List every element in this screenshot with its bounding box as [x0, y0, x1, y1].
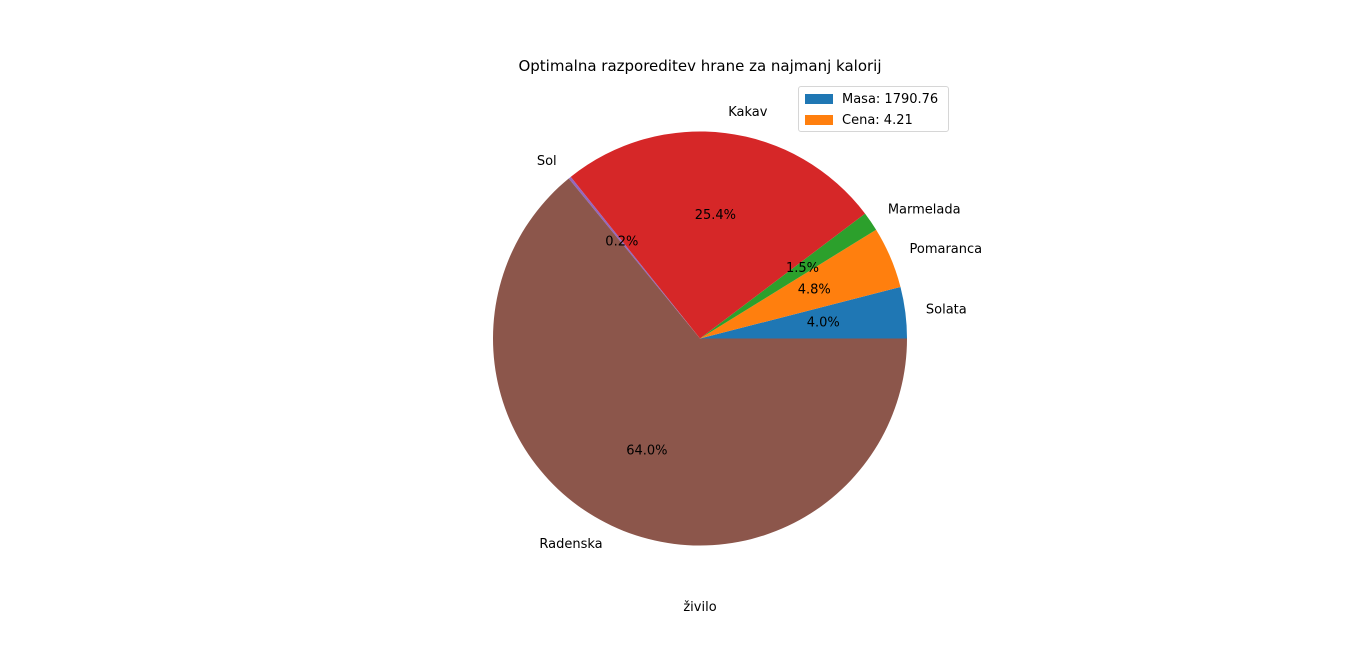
legend-entry-masa: Masa: 1790.76: [805, 91, 938, 107]
legend-swatch: [805, 115, 833, 125]
pie-pct-label: 1.5%: [786, 261, 819, 276]
pie-pct-label: 25.4%: [695, 208, 736, 223]
legend: Masa: 1790.76 Cena: 4.21: [798, 86, 949, 132]
pie-slice-solata: [700, 286, 907, 339]
pie-category-label: Pomaranca: [910, 242, 983, 257]
pie-pct-label: 4.0%: [807, 315, 840, 330]
chart-title: Optimalna razporeditev hrane za najmanj …: [518, 57, 882, 75]
pie-slice-kakav: [570, 131, 866, 339]
pie-slice-radenska: [492, 178, 907, 546]
pie-pct-label: 4.8%: [798, 282, 831, 297]
legend-label: Masa: 1790.76: [842, 91, 939, 107]
legend-label: Cena: 4.21: [842, 112, 913, 128]
legend-entry-cena: Cena: 4.21: [805, 112, 913, 128]
pie-slice-pomaranca: [700, 229, 901, 339]
pie-pct-label: 64.0%: [626, 443, 667, 458]
legend-swatch: [805, 94, 833, 104]
pie-pct-label: 0.2%: [605, 234, 638, 249]
pie-category-label: Sol: [537, 154, 557, 169]
pie-category-label: Kakav: [728, 105, 768, 120]
pie-slice-marmelada: [700, 213, 877, 339]
pie-category-label: Marmelada: [888, 202, 961, 217]
pie-category-label: Solata: [926, 302, 967, 317]
pie-category-label: Radenska: [539, 537, 602, 552]
pie-slice-sol: [568, 176, 700, 339]
x-axis-label: živilo: [683, 600, 717, 615]
